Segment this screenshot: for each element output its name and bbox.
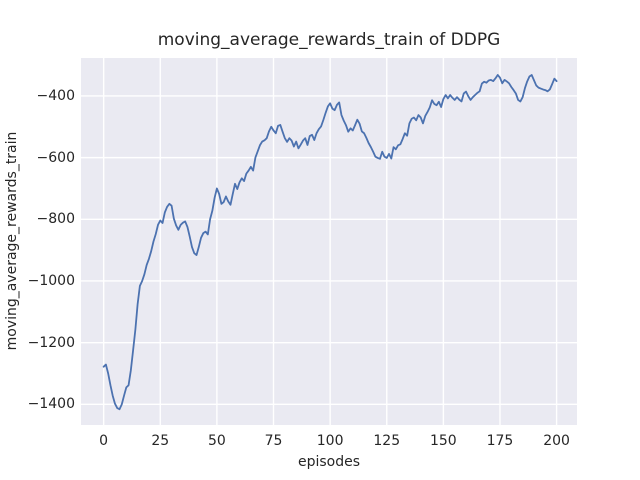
plot-background bbox=[81, 58, 577, 425]
y-tick-label: −1200 bbox=[27, 334, 75, 351]
x-tick-label: 50 bbox=[207, 433, 226, 449]
x-tick-label: 200 bbox=[543, 433, 570, 449]
y-tick-label: −800 bbox=[36, 211, 75, 228]
x-tick-label: 25 bbox=[151, 433, 170, 449]
y-tick-label: −400 bbox=[36, 87, 75, 104]
x-axis-label: episodes bbox=[297, 454, 361, 470]
y-tick-label: −1000 bbox=[27, 272, 75, 289]
x-tick-label: 100 bbox=[316, 433, 344, 449]
x-tick-label: 0 bbox=[99, 433, 109, 449]
chart-title: moving_average_rewards_train of DDPG bbox=[157, 30, 501, 50]
y-tick-label: −1400 bbox=[27, 396, 75, 413]
x-tick-label: 150 bbox=[429, 433, 457, 449]
data-line bbox=[102, 74, 558, 411]
x-tick-label: 125 bbox=[373, 433, 401, 449]
x-tick-label: 75 bbox=[264, 433, 283, 449]
y-tick-label: −600 bbox=[36, 149, 75, 166]
x-tick-label: 175 bbox=[486, 433, 514, 449]
